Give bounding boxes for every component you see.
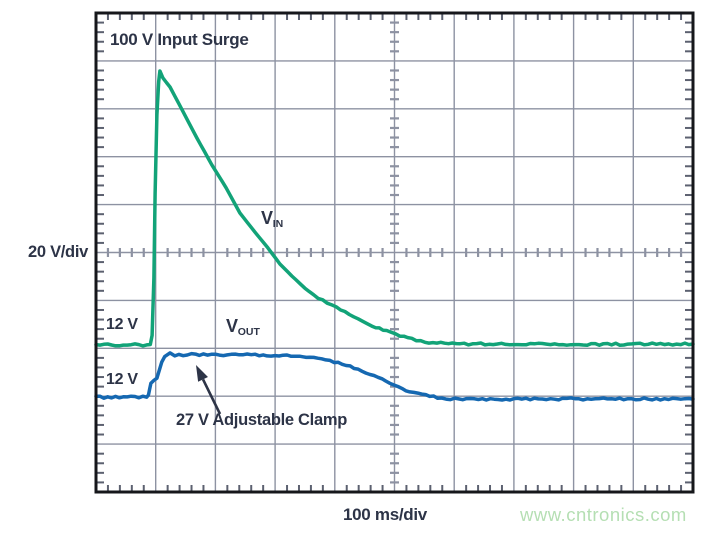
vin-label-sub: IN: [272, 218, 284, 230]
vin-trace: [94, 69, 695, 348]
vin-baseline-label: 12 V: [106, 316, 138, 333]
watermark-text: www.cntronics.com: [520, 504, 687, 525]
plot-border: [94, 11, 695, 494]
vin-trace-label: VIN: [261, 208, 284, 230]
vout-label-sub: OUT: [237, 326, 260, 338]
clamp-arrow-shaft: [201, 378, 222, 415]
time-per-div-label: 100 ms/div: [343, 505, 427, 524]
vout-label-main: V: [226, 316, 238, 336]
clamp-annotation-label: 27 V Adjustable Clamp: [176, 411, 347, 429]
vin-label-main: V: [261, 208, 273, 228]
volts-per-div-label: 20 V/div: [28, 243, 88, 261]
clamp-arrow-head: [196, 365, 208, 382]
surge-title-label: 100 V Input Surge: [110, 30, 249, 49]
vout-trace-label: VOUT: [226, 316, 260, 338]
vout-trace: [94, 351, 695, 402]
vout-baseline-label: 12 V: [106, 371, 138, 388]
